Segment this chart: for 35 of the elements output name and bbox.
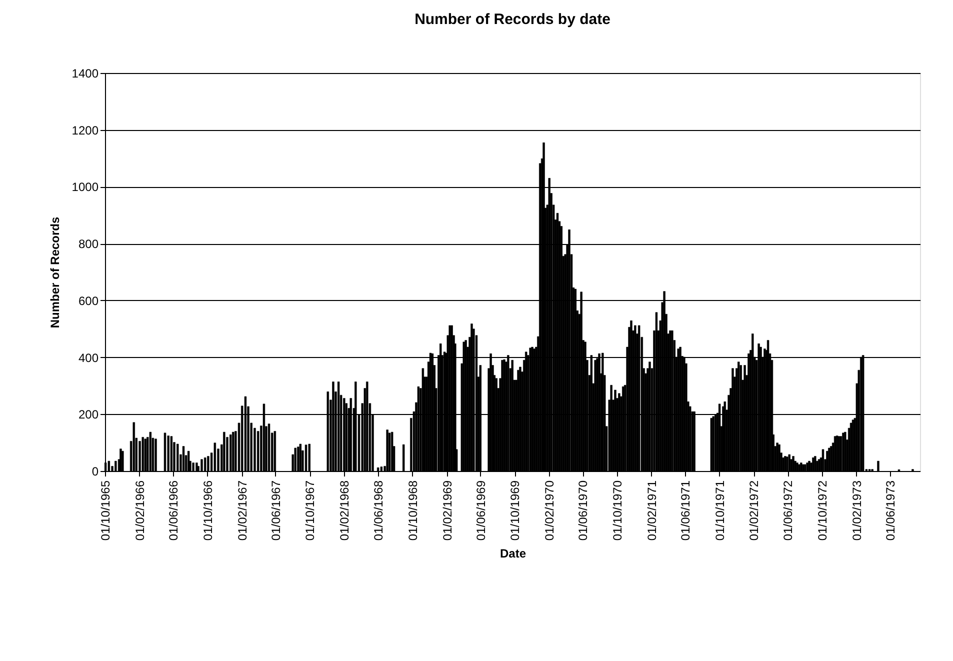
y-tick-label: 1400 [72, 66, 99, 80]
x-tick-label: 01/06/1973 [884, 480, 898, 541]
x-tick-label: 01/02/1972 [747, 480, 762, 541]
x-tick-label: 01/10/1969 [508, 480, 522, 541]
x-tick-label: 01/10/1971 [712, 480, 727, 541]
x-tick-label: 01/06/1971 [678, 480, 693, 541]
x-tick-label: 01/10/1965 [98, 480, 112, 541]
y-tick-label: 1000 [72, 180, 99, 194]
x-tick-label: 01/10/1972 [815, 480, 830, 541]
y-tick-label: 200 [78, 408, 99, 422]
x-tick-label: 01/10/1970 [610, 480, 624, 541]
y-tick-label: 1200 [72, 123, 99, 138]
x-tick-label: 01/02/1970 [542, 480, 557, 541]
x-tick-label: 01/06/1970 [576, 480, 590, 541]
x-tick-label: 01/06/1967 [268, 480, 283, 541]
x-tick-label: 01/02/1971 [644, 480, 659, 541]
chart-title: Number of Records by date [414, 11, 610, 28]
y-tick-label: 800 [78, 237, 99, 252]
x-tick-label: 01/10/1966 [200, 480, 215, 541]
x-tick-label: 01/06/1968 [372, 480, 386, 541]
x-tick-label: 01/06/1969 [474, 480, 488, 541]
y-tick-label: 0 [92, 464, 99, 478]
x-tick-label: 01/02/1966 [132, 480, 147, 541]
x-tick-label: 01/06/1972 [781, 480, 796, 541]
x-axis-title: Date [500, 546, 526, 561]
y-axis-title: Number of Records [48, 216, 62, 328]
x-tick-label: 01/10/1968 [406, 480, 420, 541]
x-tick-label: 01/02/1973 [850, 480, 864, 541]
y-tick-label: 400 [78, 350, 99, 365]
x-tick-label: 01/06/1966 [166, 480, 181, 541]
x-tick-label: 01/02/1969 [440, 480, 454, 541]
x-tick-label: 01/02/1967 [235, 480, 250, 541]
x-tick-label: 01/10/1967 [303, 480, 318, 541]
x-tick-label: 01/02/1968 [338, 480, 352, 541]
y-tick-label: 600 [78, 294, 99, 308]
